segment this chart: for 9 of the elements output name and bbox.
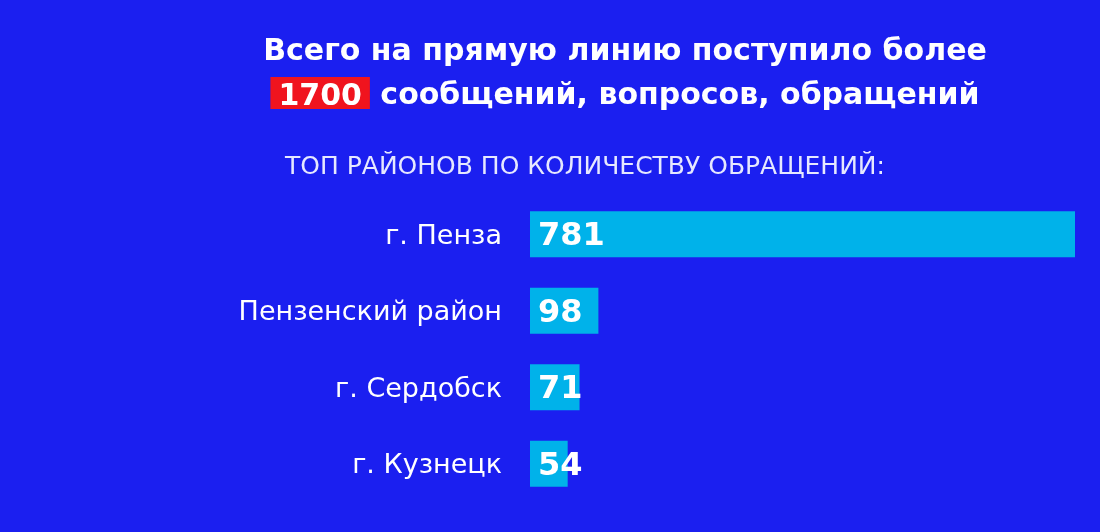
y-tick-label: г. Сердобск (335, 371, 502, 403)
chart-title: Всего на прямую линию поступило более 1700 сообщений, вопросов, обращений (263, 31, 987, 112)
y-tick-label: Пензенский район (238, 295, 502, 327)
y-tick-label: г. Кузнецк (352, 448, 502, 480)
y-tick-label: г. Пенза (385, 218, 502, 250)
chart-subtitle: ТОП РАЙОНОВ ПО КОЛИЧЕСТВУ ОБРАЩЕНИЙ: (284, 151, 885, 180)
bar (530, 211, 1075, 258)
data-label: 98 (538, 291, 583, 330)
data-label: 781 (538, 215, 605, 254)
